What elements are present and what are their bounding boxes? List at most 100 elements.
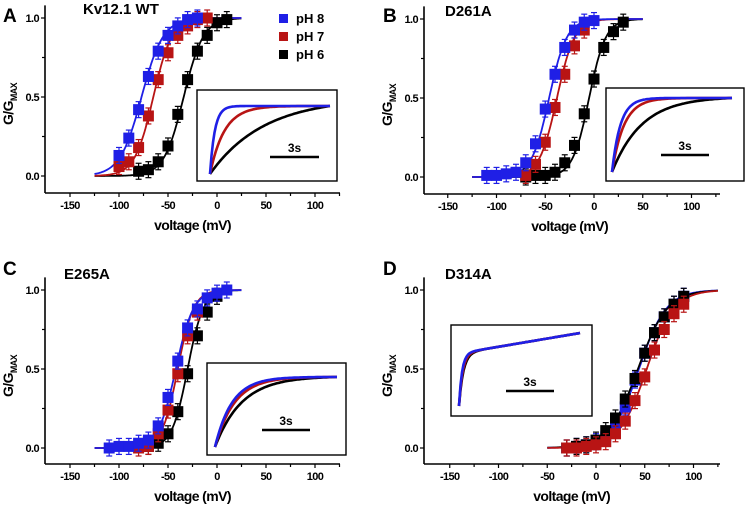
panel-title: D314A xyxy=(445,266,492,283)
x-axis-title: voltage (mV) xyxy=(531,218,608,234)
data-point-ph8 xyxy=(162,391,174,403)
data-point-ph8 xyxy=(172,355,184,367)
y-tick-label: 0.0 xyxy=(405,172,419,184)
data-point-ph6 xyxy=(608,26,619,38)
data-point-ph8 xyxy=(133,437,145,449)
legend-label: pH 7 xyxy=(296,29,324,44)
data-point-ph8 xyxy=(152,45,164,57)
x-tick-label: 0 xyxy=(593,471,599,483)
data-point-ph8 xyxy=(500,168,512,180)
legend: pH 8 pH 7 pH 6 xyxy=(279,11,324,62)
data-point-ph7 xyxy=(201,12,213,24)
legend-label: pH 6 xyxy=(296,47,324,62)
data-point-ph8 xyxy=(142,434,154,446)
data-point-ph6 xyxy=(211,17,223,29)
data-point-ph7 xyxy=(549,101,561,113)
inset-current-traces: 3s xyxy=(450,324,593,417)
data-point-ph8 xyxy=(569,24,580,36)
data-point-ph6 xyxy=(600,425,612,437)
data-point-ph8 xyxy=(221,284,233,296)
data-point-ph6 xyxy=(182,368,194,380)
data-point-ph7 xyxy=(639,371,651,383)
inset-trace-ph8 xyxy=(213,375,337,448)
inset-frame xyxy=(196,89,338,182)
data-point-ph6 xyxy=(649,327,660,339)
panel-d: D D314A 0.0 0.5 1.0 G/GMAX -150 -100 -50 0 50 100 vo… xyxy=(379,259,720,504)
data-point-ph6 xyxy=(142,164,154,176)
x-tick-label: -50 xyxy=(161,200,176,212)
y-axis-title-subscript: MAX xyxy=(9,354,19,373)
x-tick-label: 50 xyxy=(637,201,649,213)
data-point-ph8 xyxy=(559,41,571,53)
panel-letter: A xyxy=(3,6,17,27)
y-axis-title: G/GMAX xyxy=(0,354,19,397)
data-point-ph6 xyxy=(639,347,651,359)
data-point-ph7 xyxy=(142,110,154,122)
data-point-ph6 xyxy=(182,74,194,86)
data-point-ph6 xyxy=(191,45,203,57)
data-point-ph8 xyxy=(491,169,502,181)
x-tick-label: 0 xyxy=(214,200,220,212)
data-point-ph7 xyxy=(152,74,164,86)
data-point-ph7 xyxy=(561,442,573,454)
data-point-ph8 xyxy=(201,292,213,304)
data-point-ph7 xyxy=(123,156,135,168)
panel-title: E265A xyxy=(64,266,110,283)
data-point-ph6 xyxy=(610,412,621,424)
x-tick-label: -150 xyxy=(60,471,80,483)
data-point-ph6 xyxy=(152,437,164,449)
data-point-ph8 xyxy=(152,420,164,432)
x-axis-title: voltage (mV) xyxy=(154,217,231,233)
data-point-ph7 xyxy=(580,440,592,452)
data-point-ph8 xyxy=(539,103,551,115)
panel-a: A Kv12.1 WT 0.0 0.5 1.0 G/GMAX -150 -100 -50 0 50 1… xyxy=(0,1,341,233)
data-point-ph8 xyxy=(211,287,223,299)
y-tick-label: 0.5 xyxy=(26,364,40,376)
data-point-ph7 xyxy=(590,439,602,451)
data-point-ph7 xyxy=(162,47,174,59)
data-point-ph7 xyxy=(619,415,631,427)
data-point-ph8 xyxy=(123,440,135,452)
data-point-ph6 xyxy=(619,393,631,405)
legend-swatch xyxy=(279,50,288,59)
data-point-ph8 xyxy=(520,157,532,169)
data-point-ph7 xyxy=(520,169,532,181)
legend-label: pH 8 xyxy=(296,11,324,26)
y-tick-label: 0.5 xyxy=(405,93,419,105)
legend-swatch xyxy=(279,32,288,41)
data-point-ph6 xyxy=(598,41,610,53)
x-tick-label: -100 xyxy=(109,471,129,483)
inset-trace-ph8 xyxy=(208,104,330,175)
data-point-ph7 xyxy=(610,428,621,440)
x-tick-label: 0 xyxy=(214,471,220,483)
y-axis-title: G/GMAX xyxy=(379,354,398,397)
data-point-ph6 xyxy=(191,330,203,342)
x-tick-label: 100 xyxy=(683,201,700,213)
data-point-ph8 xyxy=(191,303,203,315)
y-axis-title: G/GMAX xyxy=(379,83,398,126)
data-point-ph8 xyxy=(191,12,203,24)
data-point-ph7 xyxy=(559,68,571,80)
y-tick-label: 0.5 xyxy=(26,92,40,104)
x-tick-label: -100 xyxy=(489,471,509,483)
panel-title: Kv12.1 WT xyxy=(83,1,159,18)
data-point-ph6 xyxy=(530,169,541,181)
x-tick-label: 50 xyxy=(260,471,272,483)
data-point-ph8 xyxy=(510,166,522,178)
x-tick-label: 100 xyxy=(307,471,324,483)
data-point-ph7 xyxy=(530,158,541,170)
data-point-ph7 xyxy=(172,368,184,380)
x-tick-label: 50 xyxy=(639,471,651,483)
data-point-ph6 xyxy=(162,428,174,440)
inset-frame xyxy=(450,324,593,417)
panel-letter: B xyxy=(383,6,397,27)
inset-trace-ph6 xyxy=(208,104,331,175)
y-axis-title-subscript: MAX xyxy=(388,83,398,102)
data-point-ph8 xyxy=(530,138,541,150)
data-point-ph8 xyxy=(142,70,154,82)
data-point-ph8 xyxy=(123,132,135,144)
data-point-ph7 xyxy=(113,161,125,173)
x-axis-title: voltage (mV) xyxy=(533,488,610,504)
data-point-ph8 xyxy=(172,20,184,32)
